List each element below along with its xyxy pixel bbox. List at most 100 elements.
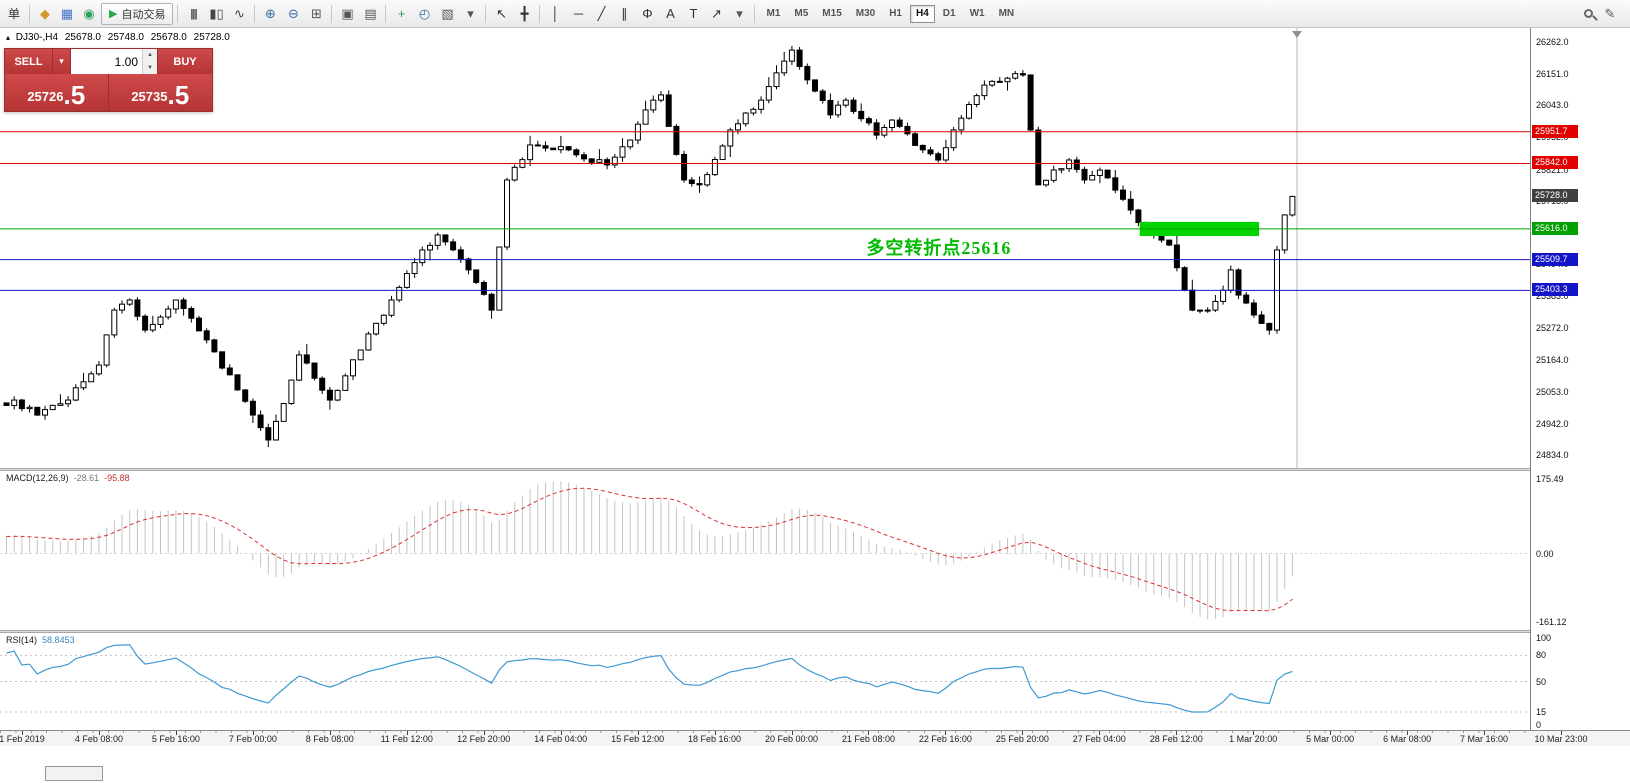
line-chart-icon[interactable]: ∿ xyxy=(228,3,250,25)
timeframe-m30[interactable]: M30 xyxy=(855,8,876,19)
panel-splitter[interactable] xyxy=(0,468,1630,471)
time-axis-tick xyxy=(175,731,177,735)
time-axis-tick xyxy=(22,731,23,735)
buy-price[interactable]: 25735 .5 xyxy=(108,74,212,111)
zoom-in-icon[interactable]: ⊕ xyxy=(259,3,281,25)
arrange-windows-icon: ▣ xyxy=(341,5,354,21)
fibonacci-icon[interactable]: Φ xyxy=(636,3,658,25)
candlestick-chart-icon: ▮▯ xyxy=(209,5,224,21)
axis-scale-label: 24834.0 xyxy=(1536,450,1569,460)
time-axis[interactable]: 1 Feb 2019 4 Feb 08:00 5 Feb 16:00 7 Feb 00… xyxy=(0,730,1630,746)
pivot-annotation[interactable]: 多空转折点25616 xyxy=(866,238,1012,259)
time-axis-tick xyxy=(945,731,947,735)
navigator-icon[interactable]: ◉ xyxy=(78,3,100,25)
chart-shift-marker-icon xyxy=(1292,31,1302,38)
macd-value-main: -28.61 xyxy=(73,473,100,483)
search-icon[interactable] xyxy=(1577,3,1599,25)
price-level-label: 25951.7 xyxy=(1532,124,1578,138)
macd-canvas[interactable] xyxy=(0,471,1530,630)
text-icon: A xyxy=(666,6,675,21)
time-axis-tick xyxy=(98,731,100,735)
toolbar-separator xyxy=(754,4,756,23)
arrows-icon[interactable]: ↗ xyxy=(705,3,727,25)
pencil-icon[interactable]: ✎ xyxy=(1599,3,1621,25)
time-axis-tick xyxy=(1484,731,1486,735)
timeframe-h4[interactable]: H4 xyxy=(910,4,935,23)
channel-icon: ∥ xyxy=(621,5,628,21)
chart-tab[interactable] xyxy=(45,766,103,781)
price-chart-canvas[interactable] xyxy=(0,28,1530,468)
text-icon[interactable]: A xyxy=(659,3,681,25)
timeframe-m1[interactable]: M1 xyxy=(766,8,781,19)
cascade-windows-icon[interactable]: ▤ xyxy=(359,3,381,25)
time-axis-label: 11 Feb 12:00 xyxy=(380,734,433,744)
data-window-icon[interactable]: ▦ xyxy=(56,3,78,25)
time-axis-tick xyxy=(791,731,793,735)
axis-scale-label: 25821.0 xyxy=(1536,164,1569,175)
axis-scale-label: 80 xyxy=(1536,650,1547,661)
chart-close: 25728.0 xyxy=(193,32,230,43)
chart-open: 25678.0 xyxy=(64,32,101,43)
arrange-windows-icon[interactable]: ▣ xyxy=(336,3,358,25)
fibonacci-icon: Φ xyxy=(642,6,653,21)
zoom-out-icon[interactable]: ⊖ xyxy=(282,3,304,25)
horizontal-line-icon[interactable]: ─ xyxy=(567,3,589,25)
new-chart-icon[interactable]: + xyxy=(390,3,412,25)
buy-button[interactable]: BUY xyxy=(158,49,212,74)
sell-button[interactable]: SELL xyxy=(5,49,53,74)
tile-windows-icon: ⊞ xyxy=(311,5,322,21)
search-icon xyxy=(1583,9,1593,18)
time-axis-label: 14 Feb 04:00 xyxy=(534,734,588,744)
time-axis-tick xyxy=(406,731,408,735)
bar-chart-icon[interactable]: ||| xyxy=(182,3,204,25)
time-axis-tick xyxy=(1561,731,1562,735)
price-chart-panel[interactable]: ▴ DJ30-,H4 25678.0 25748.0 25678.0 25728… xyxy=(0,28,1530,468)
timeframe-mn[interactable]: MN xyxy=(998,8,1015,19)
trendline-icon[interactable]: ╱ xyxy=(590,3,612,25)
time-axis-tick xyxy=(714,731,716,735)
templates-dropdown-icon[interactable]: ▾ xyxy=(459,3,481,25)
price-level-label: 25509.7 xyxy=(1532,252,1578,266)
clock-icon[interactable]: ◴ xyxy=(413,3,435,25)
sell-dropdown-icon[interactable]: ▾ xyxy=(53,49,71,74)
cursor-icon[interactable]: ↖ xyxy=(490,3,512,25)
crosshair-icon[interactable]: ╋ xyxy=(513,3,535,25)
chart-high: 25748.0 xyxy=(107,32,144,43)
volume-down-icon[interactable]: ▼ xyxy=(143,61,157,74)
objects-dropdown-icon[interactable]: ▾ xyxy=(728,3,750,25)
templates-icon[interactable]: ▧ xyxy=(436,3,458,25)
axis-scale-label: 25272.0 xyxy=(1536,323,1569,334)
auto-trading-button[interactable]: ▶ 自动交易 xyxy=(101,2,174,25)
rsi-canvas[interactable] xyxy=(0,633,1530,730)
panel-splitter[interactable] xyxy=(0,630,1630,633)
new-chart-icon: + xyxy=(397,6,406,21)
macd-panel[interactable]: MACD(12,26,9) -28.61 -95.88 xyxy=(0,471,1530,630)
timeframe-h1[interactable]: H1 xyxy=(889,8,902,19)
axis-scale-label: 26151.0 xyxy=(1536,69,1569,80)
volume-up-icon[interactable]: ▲ xyxy=(143,49,157,62)
price-axis[interactable]: 26262.026151.026043.025932.025821.025713… xyxy=(1530,28,1630,730)
axis-scale-label: 100 xyxy=(1536,633,1552,643)
vertical-line-icon[interactable]: │ xyxy=(544,3,566,25)
timeframe-m5[interactable]: M5 xyxy=(794,8,809,19)
rsi-panel[interactable]: RSI(14) 58.8453 xyxy=(0,633,1530,730)
toolbar-right-icons: ✎ xyxy=(1577,3,1621,25)
time-axis-label: 25 Feb 20:00 xyxy=(995,734,1049,744)
tile-windows-icon[interactable]: ⊞ xyxy=(305,3,327,25)
timeframe-d1[interactable]: D1 xyxy=(942,8,956,19)
rsi-value: 58.8453 xyxy=(42,635,75,645)
system-icons-group: ◆ ▦ ◉ xyxy=(34,3,100,25)
axis-scale-label: -161.12 xyxy=(1536,617,1567,627)
channel-icon[interactable]: ∥ xyxy=(613,3,635,25)
templates-icon: ▧ xyxy=(441,5,454,21)
timeframe-w1[interactable]: W1 xyxy=(969,8,985,19)
volume-input[interactable] xyxy=(71,49,142,74)
candlestick-chart-icon[interactable]: ▮▯ xyxy=(205,3,227,25)
price-level-label: 25842.0 xyxy=(1532,156,1578,170)
new-order-button[interactable]: 单 xyxy=(8,7,21,21)
timeframe-m15[interactable]: M15 xyxy=(822,8,842,19)
market-watch-icon[interactable]: ◆ xyxy=(34,3,56,25)
time-axis-label: 22 Feb 16:00 xyxy=(918,734,972,744)
sell-price[interactable]: 25726 .5 xyxy=(5,74,109,111)
label-icon[interactable]: T xyxy=(682,3,704,25)
